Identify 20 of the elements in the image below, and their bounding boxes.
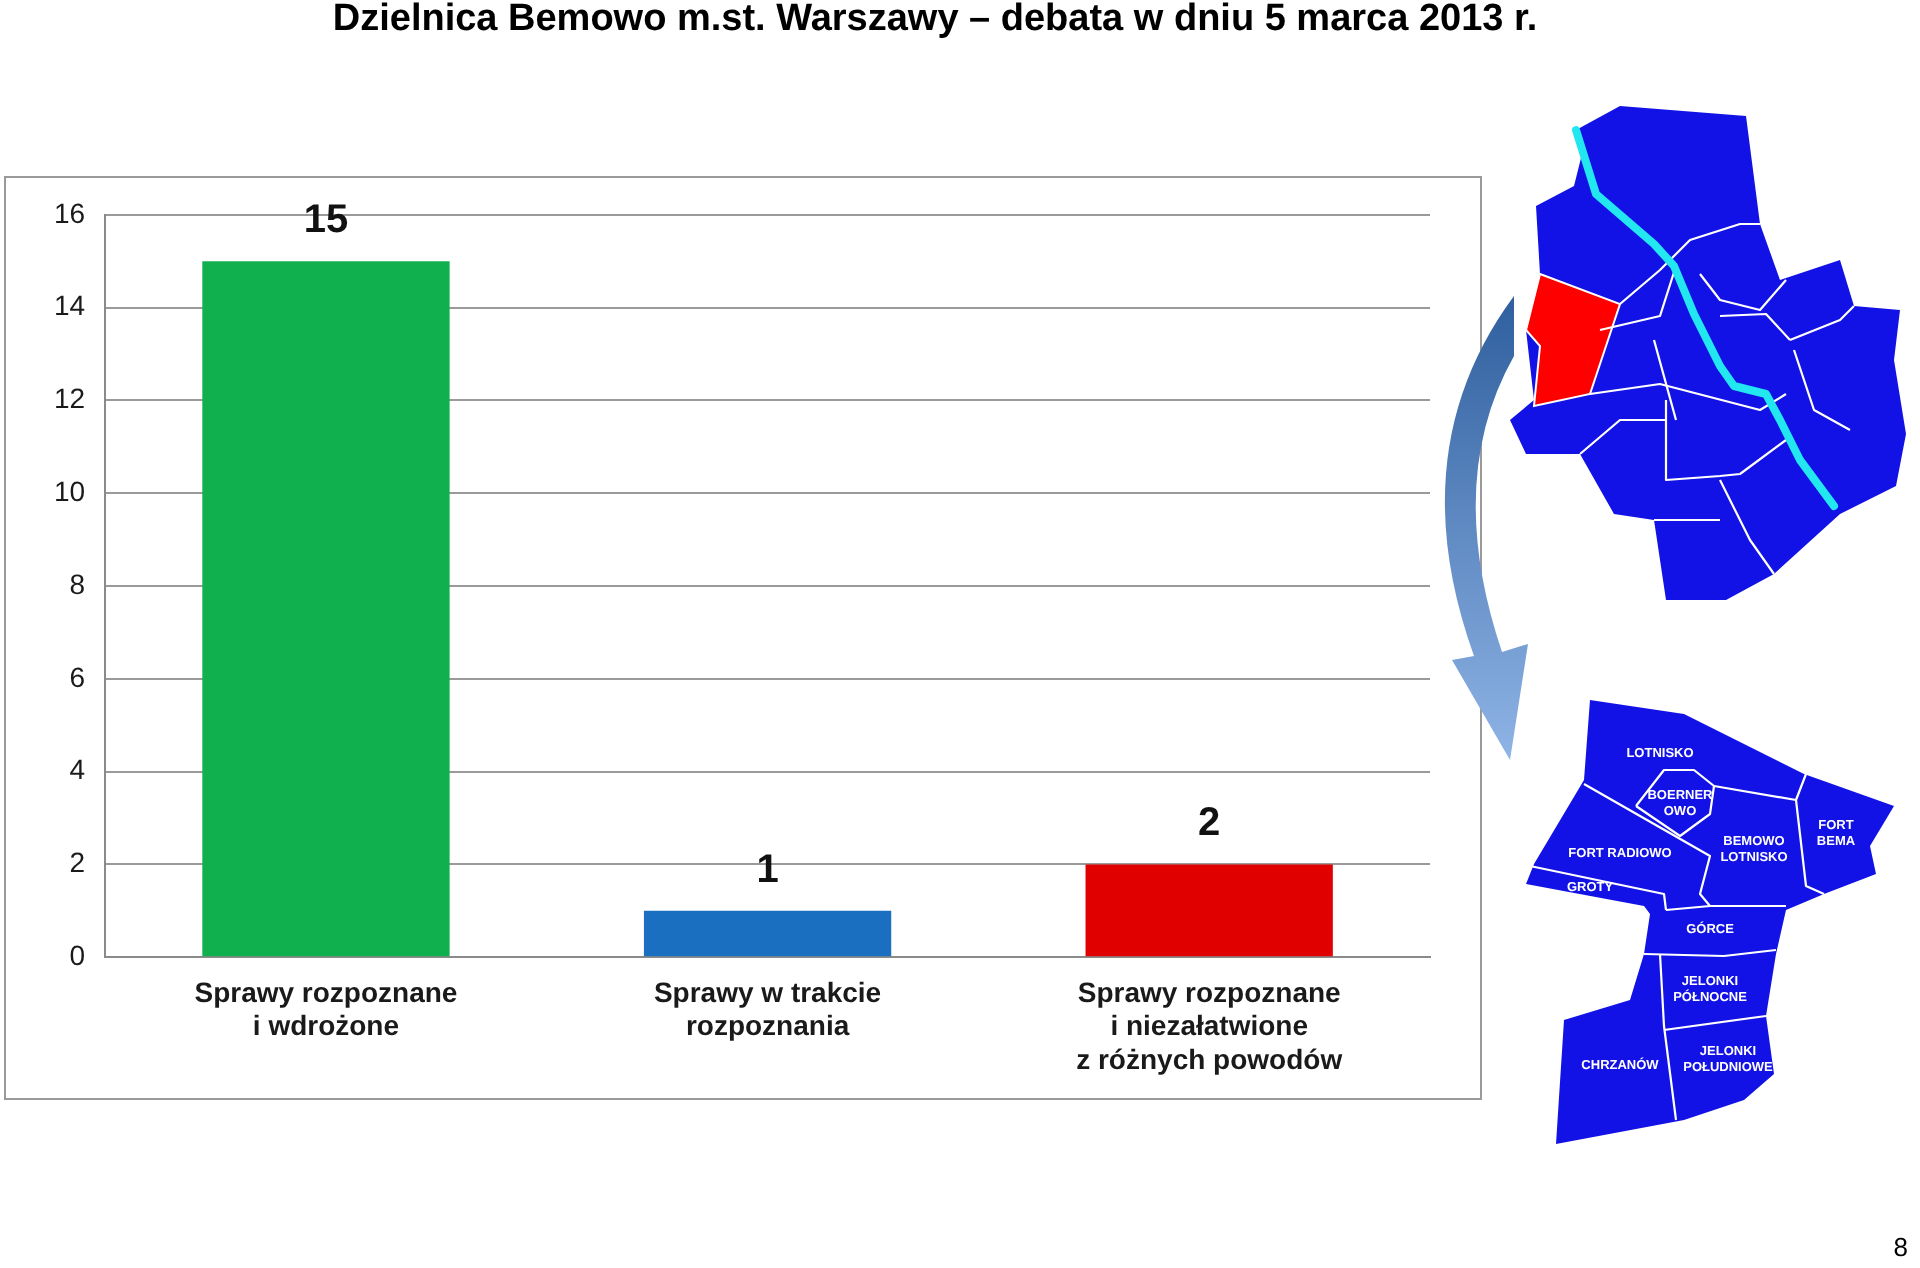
data-label: 15 — [303, 198, 349, 243]
data-label: 1 — [756, 847, 779, 892]
y-tick-label: 12 — [53, 382, 86, 415]
bar — [643, 910, 892, 957]
y-tick-label: 10 — [53, 474, 86, 507]
y-tick-label: 0 — [69, 938, 86, 971]
chart-title: Dzielnica Bemowo m.st. Warszawy – debata w dniu 5 marca 2013 r. — [330, 0, 1540, 42]
y-tick-label: 4 — [69, 753, 86, 786]
y-tick-label: 8 — [69, 567, 86, 600]
x-tick-label: Sprawy rozpoznane i niezałatwione z różnych powodów — [1076, 975, 1343, 1075]
text: 8 — [1893, 1232, 1908, 1262]
bar — [202, 261, 450, 957]
bar — [1085, 864, 1333, 957]
data-label: 2 — [1198, 801, 1221, 846]
y-tick-label: 6 — [69, 660, 86, 693]
x-tick-label: Sprawy rozpoznane i wdrożone — [194, 975, 458, 1042]
x-tick-label: Sprawy w trakcie rozpoznania — [653, 975, 882, 1042]
y-tick-label: 14 — [53, 289, 86, 322]
y-tick-label: 16 — [53, 196, 86, 229]
y-tick-label: 2 — [69, 846, 86, 879]
